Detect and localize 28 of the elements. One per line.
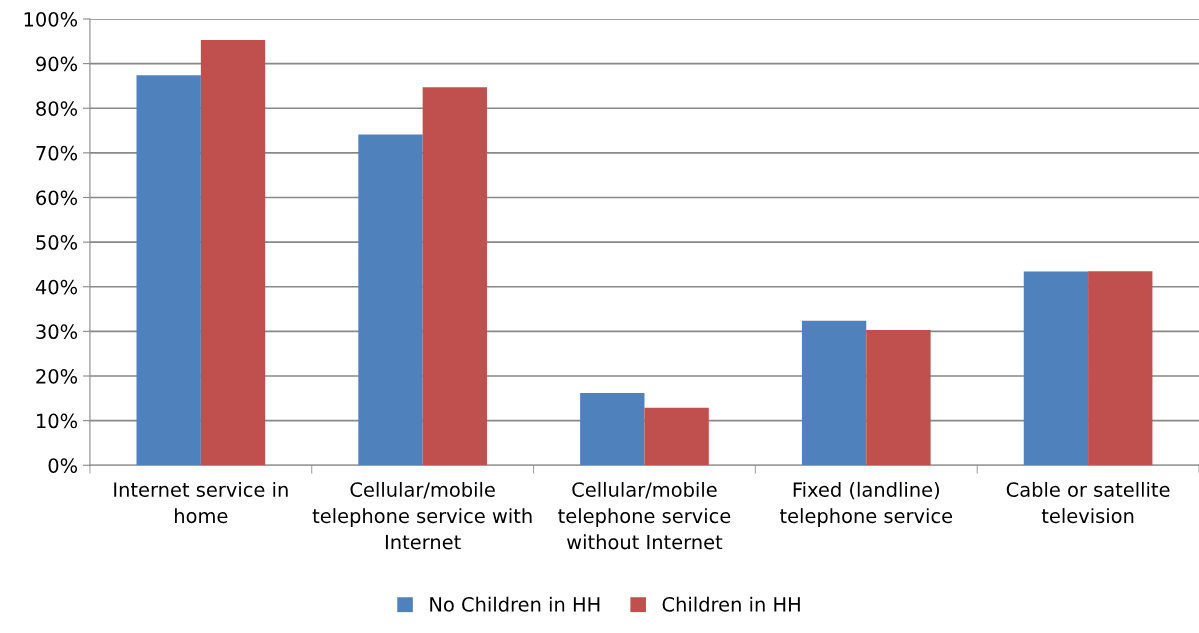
y-tick-label: 100% [24, 11, 78, 27]
x-tick-label: Internet service in home [114, 481, 288, 524]
y-tick-label: 40% [35, 279, 78, 295]
x-tick-label: Fixed (landline) telephone service [779, 481, 953, 527]
x-tick-label: Cable or satellite television [1006, 481, 1170, 524]
y-tick-label: 0% [48, 458, 78, 473]
bar [422, 87, 487, 466]
y-tick-label: 90% [36, 56, 78, 72]
x-tick-label: Cellular/mobile telephone service without Internet [558, 481, 731, 550]
bar [200, 39, 266, 466]
bar [866, 330, 931, 466]
bar [1088, 271, 1153, 466]
bar [580, 392, 645, 466]
legend-label: No Children in HH [430, 596, 600, 612]
legend-label: Children in HH [662, 596, 800, 612]
bar [644, 407, 709, 466]
y-tick-label: 30% [36, 324, 78, 340]
bar [358, 134, 423, 466]
bar [801, 320, 867, 466]
y-tick-label: 60% [36, 190, 78, 206]
y-tick-label: 50% [36, 235, 78, 250]
y-tick-label: 70% [36, 145, 78, 161]
bar [1023, 271, 1089, 466]
bar [136, 75, 201, 466]
y-tick-label: 80% [36, 101, 78, 116]
y-tick-label: 10% [37, 413, 78, 429]
x-tick-label: Cellular/mobile telephone service with Internet [312, 481, 532, 550]
y-tick-label: 20% [36, 368, 78, 384]
